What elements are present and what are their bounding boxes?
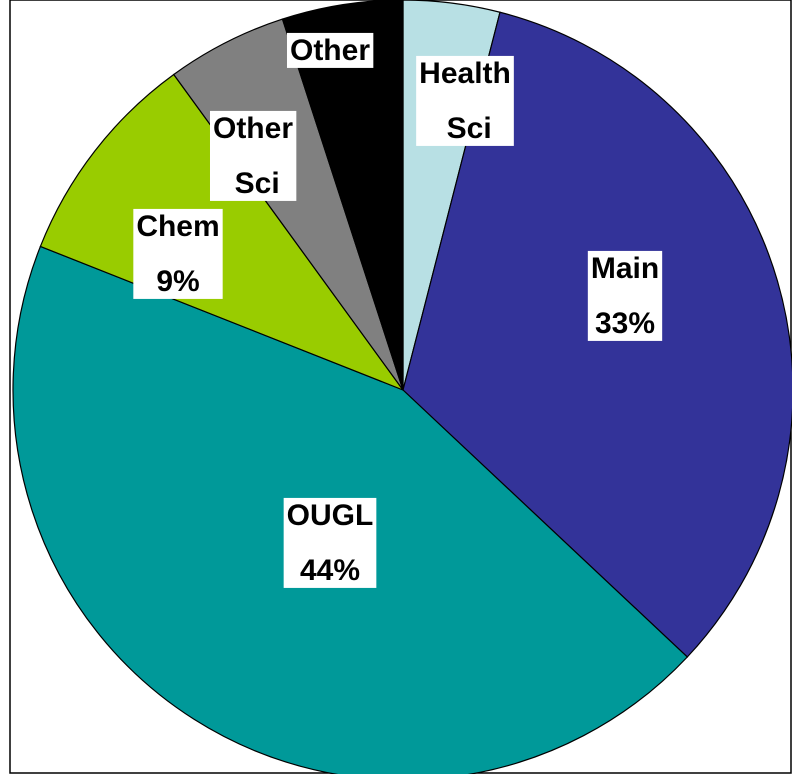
label-background xyxy=(133,208,223,299)
category-label: Chem xyxy=(136,210,219,243)
slice-label: Other xyxy=(286,32,374,68)
slice-label: OUGL 44% xyxy=(283,497,377,588)
label-background xyxy=(209,110,297,201)
category-label: Other Sci xyxy=(213,112,293,200)
value-label: 9% xyxy=(156,265,199,298)
slice-label: Health Sci xyxy=(416,55,514,146)
slice-label: Chem 9% xyxy=(133,208,223,299)
category-label: OUGL xyxy=(287,499,374,532)
label-background xyxy=(286,32,374,68)
pie-slice xyxy=(281,0,404,391)
category-label: Main xyxy=(591,252,659,285)
slice-label: Main 33% xyxy=(587,250,663,341)
slice-label: Other Sci xyxy=(209,110,297,201)
value-label: 33% xyxy=(595,307,655,340)
category-label: Other xyxy=(290,34,370,67)
label-background xyxy=(416,55,514,146)
value-label: 44% xyxy=(300,554,360,587)
label-background xyxy=(587,250,663,341)
category-label: Health Sci xyxy=(419,57,511,145)
label-background xyxy=(283,497,377,588)
